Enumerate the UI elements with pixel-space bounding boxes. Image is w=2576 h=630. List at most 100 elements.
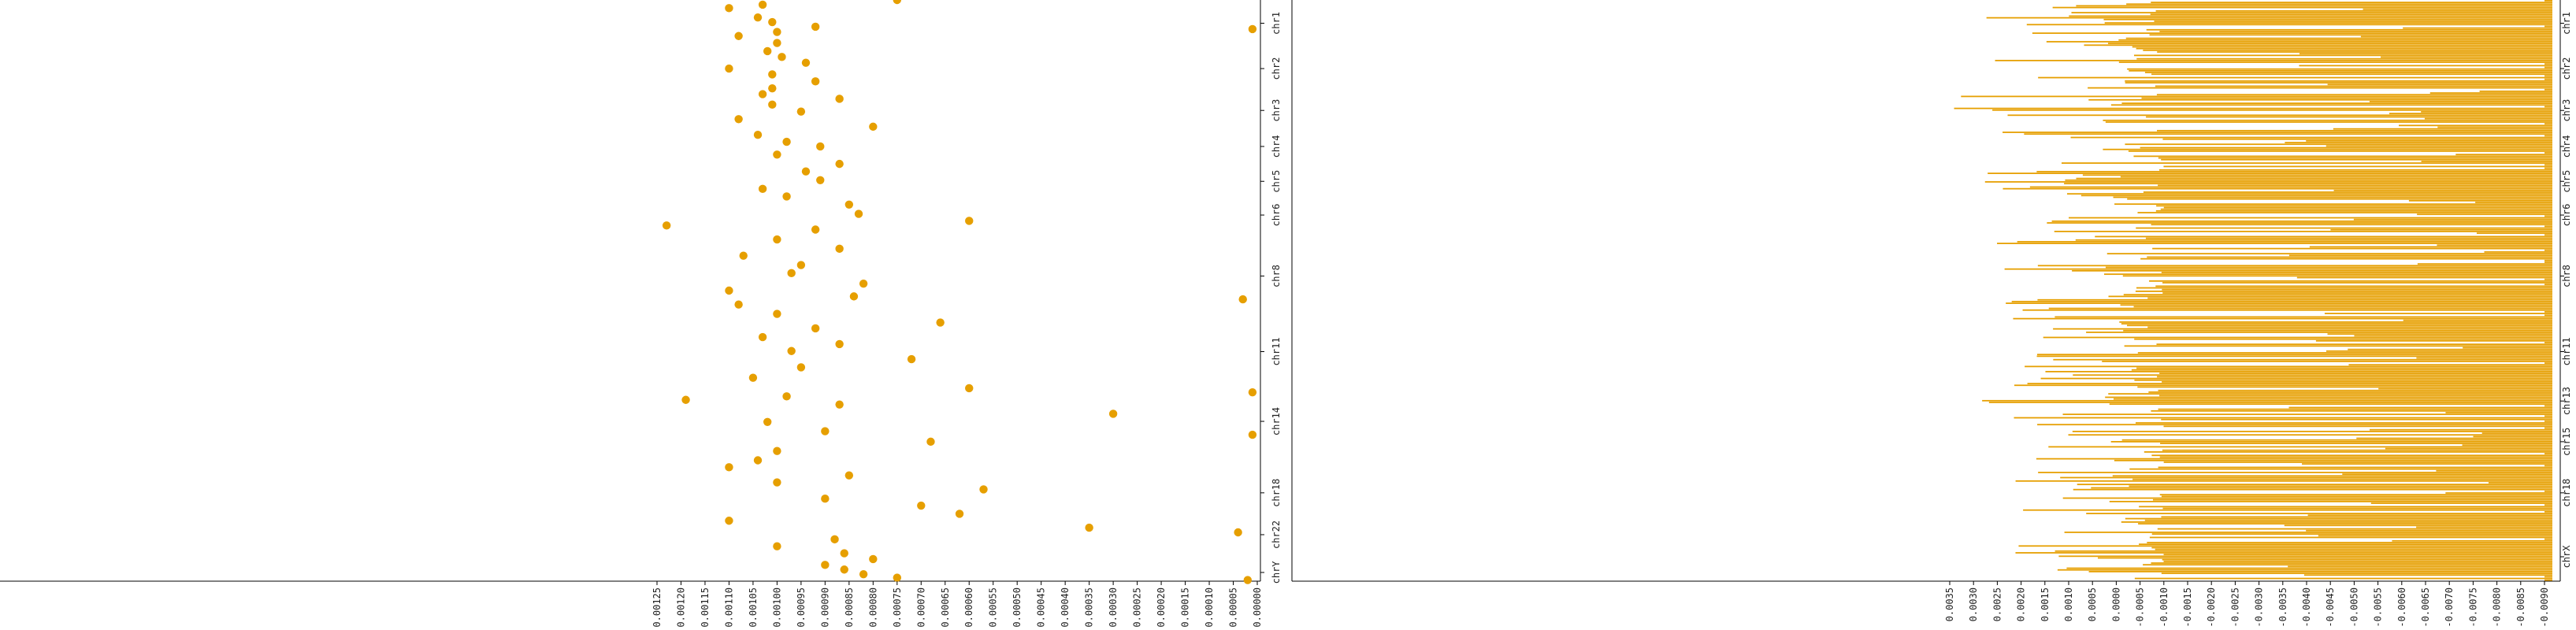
chromosome-label: chrX [2561,545,2572,569]
data-point [1238,295,1247,304]
bar [2416,357,2552,359]
bar [2330,228,2552,231]
bar [2315,339,2552,342]
chromosome-label: chr8 [2561,265,2572,287]
data-point [965,217,974,225]
bar [2159,494,2552,496]
bar [2133,306,2552,308]
bar [2163,425,2552,428]
bar [2118,61,2552,63]
bar [2544,511,2552,513]
x-tick-label: -0.0035 [2277,587,2288,628]
bar [1961,95,2552,98]
x-tick-label: -0.0050 [2348,587,2359,628]
bar [2162,381,2552,383]
bar [2163,206,2552,209]
bar [2051,220,2552,222]
bar [2544,278,2552,280]
bar [2370,502,2552,504]
bar [2003,187,2552,190]
bar [2544,75,2552,77]
bar [2054,550,2552,552]
chromosome-label: chr2 [2561,57,2572,80]
bar [2104,273,2552,276]
bar [2136,57,2552,60]
bar [2127,68,2552,70]
bar [2075,239,2552,241]
x-tick-label: -0.0080 [2492,587,2503,628]
bar [2114,203,2552,206]
bar [2544,225,2552,228]
bar [2544,314,2552,317]
bar [2015,552,2552,554]
bar [2037,265,2552,267]
bar [2136,287,2552,289]
bar [2151,73,2552,76]
x-tick-label: 0.00000 [1252,587,1263,628]
bar [2121,439,2552,441]
data-point [773,478,781,487]
data-point [753,131,763,139]
bar [2015,480,2552,482]
bar [2157,129,2552,132]
bar [2048,307,2552,309]
bar [2068,434,2552,436]
x-tick-label: 0.00025 [1132,587,1143,628]
x-tick-label: -0.0040 [2301,587,2312,628]
data-point [811,77,820,86]
data-point [782,192,791,201]
bar [2476,232,2552,234]
bar [2399,124,2552,127]
bar [2136,47,2552,50]
bar [2113,398,2552,400]
bar [2080,195,2552,197]
bar [2105,266,2552,269]
bar [2082,174,2552,176]
data-point [787,346,796,355]
data-point [768,100,777,109]
bar [2132,478,2552,480]
bar [2306,529,2552,532]
x-tick-label: -0.0030 [2254,587,2265,628]
data-point [811,225,820,234]
bar [2473,435,2552,438]
bar [2073,374,2552,376]
data-point [681,395,690,404]
bar [2129,468,2552,470]
bar [2134,379,2552,381]
bar [2544,538,2552,540]
bar [2064,183,2552,185]
bar [2088,570,2552,573]
x-tick-label: 0.00060 [963,587,974,628]
bar [2544,106,2552,108]
bar [2143,191,2552,193]
data-point [768,17,777,27]
chromosome-label: chr5 [2561,170,2572,193]
x-tick-label: 0.00120 [675,587,686,628]
scatter-panel: 0.00125 0.00120 0.00115 0.00110 0.00105 0.001… [0,0,1282,628]
bar [2119,321,2552,323]
bar [1995,59,2552,61]
bar [2062,497,2552,499]
bar [2488,482,2552,484]
bar [2158,157,2552,159]
data-point [758,332,767,342]
bar [2045,371,2552,372]
data-point [830,535,839,544]
bar [2363,8,2552,10]
bar [2011,301,2552,302]
bar [2437,244,2552,246]
bar [2353,218,2552,220]
data-point [907,354,916,364]
bar [2112,475,2552,477]
bar [2136,227,2552,229]
bar [2071,12,2552,13]
bar-panel: 0.0035 0.0030 0.0025 0.0020 0.0015 0.0010 0.00… [1291,0,2572,628]
bar [2133,155,2552,158]
data-point [821,561,830,569]
x-tick-label: 0.0015 [2040,587,2051,621]
bar [2544,249,2552,251]
data-point [854,209,863,218]
x-tick-label: 0.00085 [844,587,855,628]
bar [2143,49,2552,51]
